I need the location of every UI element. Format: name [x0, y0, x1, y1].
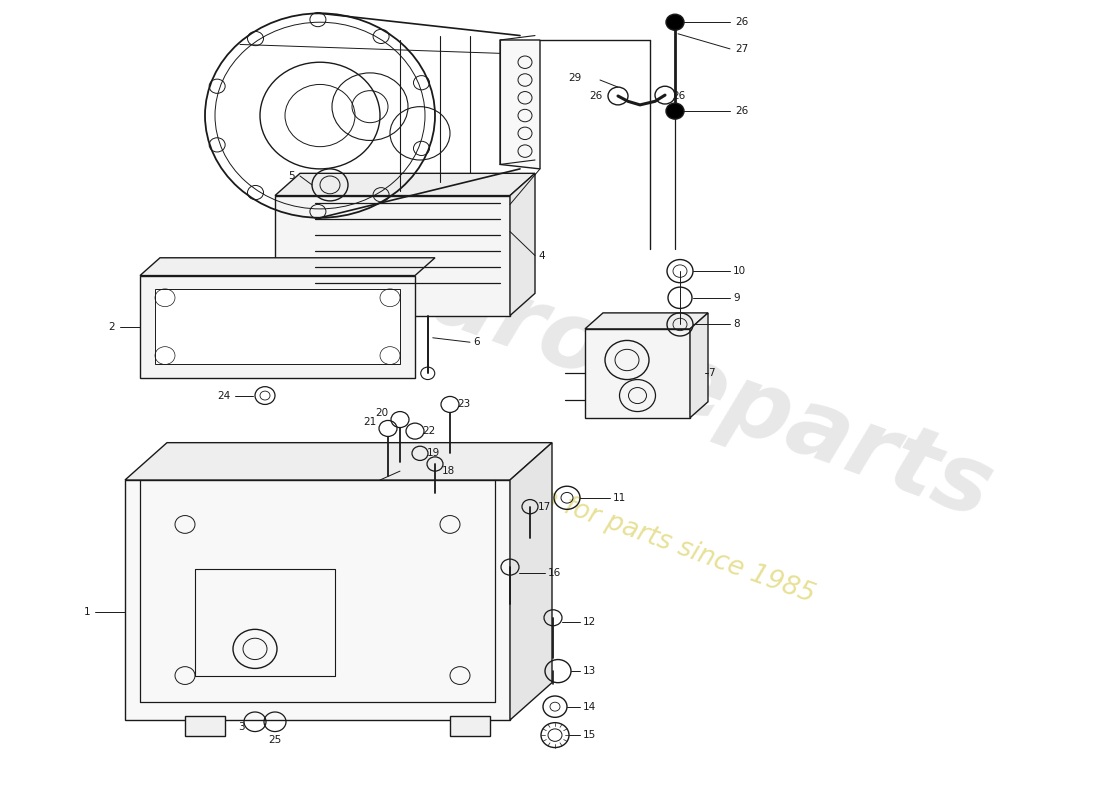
Polygon shape — [450, 717, 490, 736]
Text: 1: 1 — [84, 607, 90, 617]
Text: 24: 24 — [217, 390, 230, 401]
Text: 16: 16 — [548, 568, 561, 578]
Text: 12: 12 — [583, 618, 596, 627]
Text: 20: 20 — [375, 408, 388, 418]
Text: europeparts: europeparts — [359, 229, 1005, 539]
Polygon shape — [140, 275, 415, 378]
Text: 26: 26 — [735, 18, 748, 27]
Polygon shape — [510, 174, 535, 315]
Text: 26: 26 — [588, 91, 602, 101]
Text: 21: 21 — [363, 418, 376, 427]
Polygon shape — [125, 480, 510, 720]
Text: 5: 5 — [288, 171, 295, 181]
Text: 18: 18 — [442, 466, 455, 476]
Circle shape — [666, 103, 684, 119]
Text: 22: 22 — [422, 426, 436, 436]
Text: 25: 25 — [268, 735, 282, 745]
Polygon shape — [690, 313, 708, 418]
Text: 14: 14 — [583, 702, 596, 712]
Polygon shape — [500, 40, 540, 169]
Polygon shape — [185, 717, 226, 736]
Text: 26: 26 — [735, 106, 748, 116]
Polygon shape — [140, 258, 434, 275]
Circle shape — [666, 14, 684, 30]
Text: 4: 4 — [538, 250, 544, 261]
Text: 7: 7 — [708, 368, 715, 378]
Polygon shape — [275, 174, 535, 195]
Text: 13: 13 — [583, 666, 596, 676]
Text: 3: 3 — [239, 722, 245, 732]
Text: 6: 6 — [473, 338, 480, 347]
Text: 23: 23 — [456, 399, 471, 410]
Polygon shape — [125, 442, 552, 480]
Text: 26: 26 — [672, 91, 685, 101]
Text: 8: 8 — [733, 319, 739, 330]
Text: 11: 11 — [613, 493, 626, 502]
Polygon shape — [155, 289, 400, 365]
Text: 17: 17 — [538, 502, 551, 512]
Text: a passion for parts since 1985: a passion for parts since 1985 — [436, 448, 818, 608]
Text: 2: 2 — [109, 322, 116, 332]
Polygon shape — [275, 195, 510, 315]
Text: 29: 29 — [569, 74, 582, 83]
Text: 27: 27 — [735, 44, 748, 54]
Polygon shape — [510, 442, 552, 720]
Text: 19: 19 — [427, 448, 440, 458]
Polygon shape — [585, 313, 708, 329]
Text: 10: 10 — [733, 266, 746, 276]
Text: 15: 15 — [583, 730, 596, 740]
Text: 9: 9 — [733, 293, 739, 302]
Polygon shape — [585, 329, 690, 418]
